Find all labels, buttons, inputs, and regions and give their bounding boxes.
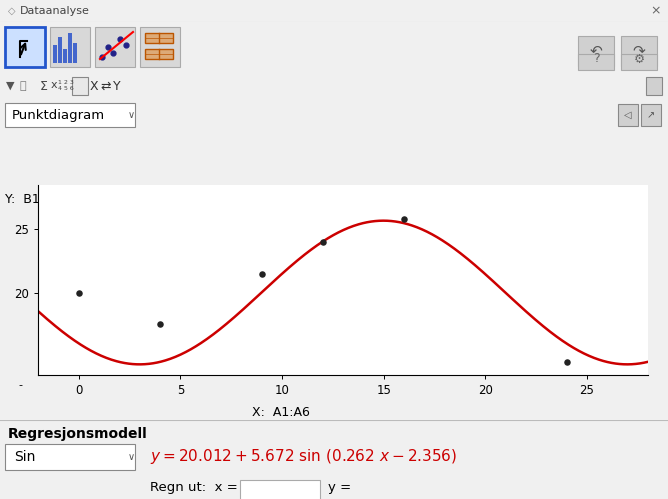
Bar <box>53 45 57 63</box>
Bar <box>5 103 135 127</box>
Text: Dataanalyse: Dataanalyse <box>20 6 90 16</box>
Bar <box>72 77 88 95</box>
Text: ×: × <box>651 4 661 17</box>
FancyBboxPatch shape <box>578 36 614 66</box>
Bar <box>68 33 71 63</box>
Text: 4 5 6: 4 5 6 <box>58 85 73 90</box>
Text: -: - <box>18 380 22 390</box>
Bar <box>63 49 67 63</box>
Bar <box>58 37 61 63</box>
FancyBboxPatch shape <box>5 27 45 67</box>
Point <box>73 289 84 297</box>
Text: ◇: ◇ <box>8 6 15 16</box>
Text: Y: Y <box>113 79 121 92</box>
Text: Y:  B1:B6: Y: B1:B6 <box>5 193 61 206</box>
Bar <box>73 43 77 63</box>
Point <box>317 238 328 246</box>
Text: Σ: Σ <box>40 79 48 92</box>
FancyBboxPatch shape <box>50 27 90 67</box>
Bar <box>618 104 638 126</box>
Bar <box>5 444 135 470</box>
Text: ▼: ▼ <box>6 81 15 91</box>
Text: ∨: ∨ <box>128 452 135 462</box>
Text: ∨: ∨ <box>128 110 135 120</box>
Text: Regresjonsmodell: Regresjonsmodell <box>8 427 148 441</box>
FancyBboxPatch shape <box>621 54 657 70</box>
Bar <box>641 104 661 126</box>
Text: ?: ? <box>593 52 599 65</box>
Text: X: X <box>90 79 99 92</box>
Text: ◁: ◁ <box>625 110 632 120</box>
Point <box>257 269 267 277</box>
Point <box>155 320 166 328</box>
Bar <box>240 480 320 499</box>
Text: ↗: ↗ <box>647 110 655 120</box>
Point <box>399 215 409 223</box>
Point <box>561 358 572 366</box>
Text: Sin: Sin <box>14 450 35 464</box>
Text: 🫱: 🫱 <box>20 81 27 91</box>
FancyBboxPatch shape <box>95 27 135 67</box>
Text: x: x <box>51 80 57 90</box>
Bar <box>145 49 173 59</box>
FancyBboxPatch shape <box>621 36 657 66</box>
Text: ⚙: ⚙ <box>633 52 645 65</box>
Bar <box>646 77 662 95</box>
Text: y =: y = <box>328 482 351 495</box>
FancyBboxPatch shape <box>578 54 614 70</box>
Text: ⇄: ⇄ <box>100 79 110 92</box>
Text: ↷: ↷ <box>633 43 645 58</box>
Text: X:  A1:A6: X: A1:A6 <box>251 407 309 420</box>
Text: ↶: ↶ <box>590 43 603 58</box>
FancyBboxPatch shape <box>140 27 180 67</box>
Bar <box>145 33 173 43</box>
Text: $y = 20.012 + 5.672\ \mathrm{sin}\ (0.262\ x - 2.356)$: $y = 20.012 + 5.672\ \mathrm{sin}\ (0.26… <box>150 448 458 467</box>
Text: 1 2 3: 1 2 3 <box>58 80 74 85</box>
Text: Regn ut:  x =: Regn ut: x = <box>150 482 238 495</box>
Text: Punktdiagram: Punktdiagram <box>12 108 105 121</box>
